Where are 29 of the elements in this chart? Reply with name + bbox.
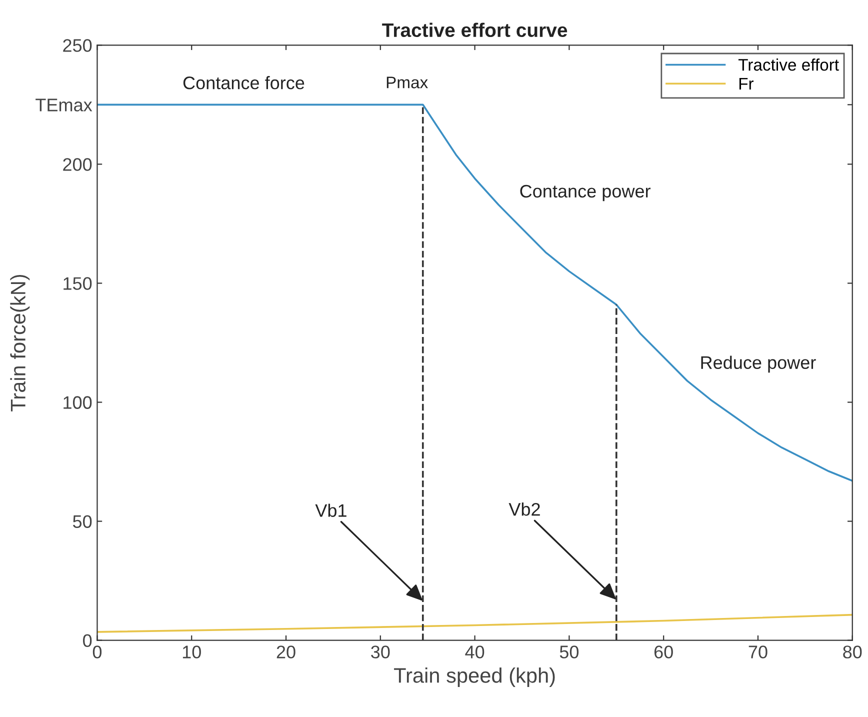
y-tick-label: 200	[63, 158, 92, 171]
annotation: Reduce power	[701, 356, 816, 373]
x-tick-label: 0	[92, 646, 102, 658]
x-tick-label: 20	[276, 646, 296, 658]
legend-label: Tractive effort	[738, 58, 839, 71]
annotation: Contance power	[520, 184, 650, 202]
y-tick-label: TEmax	[36, 98, 92, 112]
y-tick-label: 150	[64, 277, 92, 290]
annotation: Pmax	[386, 76, 428, 88]
x-axis-title: Train speed (kph)	[394, 668, 555, 687]
x-tick-label: 50	[560, 646, 579, 658]
y-tick-label: 250	[63, 39, 92, 52]
x-tick-label: 80	[843, 646, 862, 658]
x-tick-label: 40	[465, 646, 484, 658]
x-tick-label: 10	[182, 646, 201, 658]
legend-label: Fr	[739, 78, 754, 90]
y-tick-label: 100	[64, 396, 92, 409]
y-tick-label: 0	[83, 634, 92, 647]
annotation: Contance force	[183, 76, 304, 90]
x-tick-label: 60	[654, 646, 673, 658]
y-axis-title: Train force(kN)	[10, 274, 30, 412]
line-series	[97, 614, 852, 633]
annotation: Vb2	[508, 502, 540, 516]
annotation: Vb1	[315, 504, 346, 517]
line-series	[97, 104, 852, 482]
x-tick-label: 30	[371, 646, 390, 658]
y-tick-label: 50	[72, 515, 92, 528]
x-tick-label: 70	[748, 646, 768, 658]
chart-title: Tractive effort curve	[382, 22, 568, 38]
